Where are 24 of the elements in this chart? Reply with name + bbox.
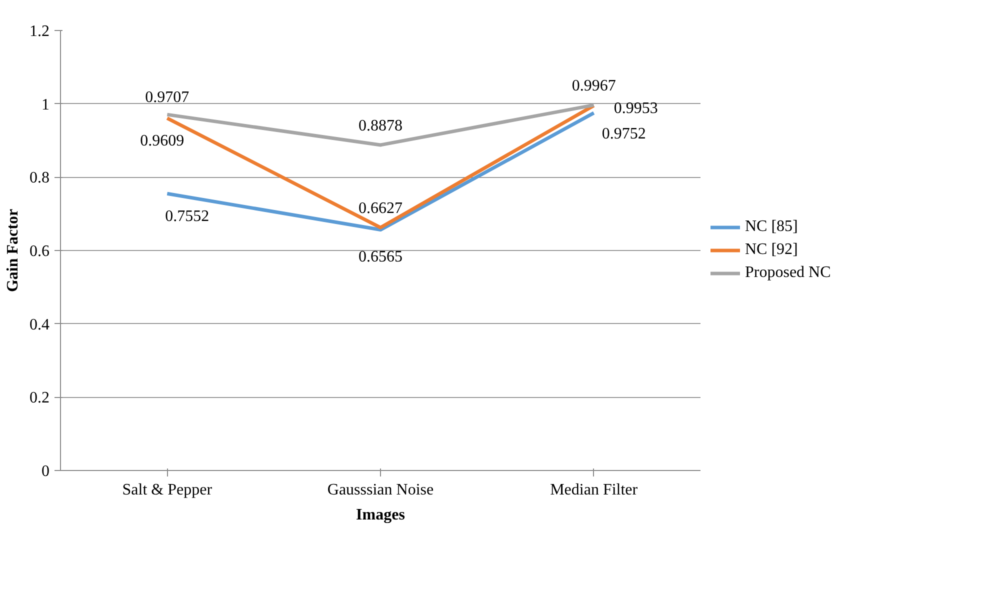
y-tick-label: 0.6 — [30, 243, 50, 260]
data-label: 0.9707 — [145, 89, 190, 106]
data-label: 0.6627 — [358, 200, 402, 218]
x-tick-label: Median Filter — [550, 482, 638, 498]
legend-label: NC [92] — [745, 241, 799, 259]
y-tick-label: 1.2 — [30, 23, 50, 40]
data-label: 0.9967 — [572, 78, 616, 95]
x-tick-label: Gausssian Noise — [327, 482, 434, 498]
y-tick-label: 0 — [42, 463, 50, 480]
y-tick-label: 1 — [42, 96, 50, 114]
data-label: 0.9953 — [614, 100, 658, 118]
data-label: 0.6565 — [358, 248, 402, 266]
data-label: 0.7552 — [165, 208, 210, 226]
y-tick-label: 0.4 — [30, 316, 50, 334]
x-axis-title: Images — [356, 506, 405, 524]
legend-label: NC [85] — [745, 218, 799, 236]
data-label: 0.8878 — [358, 117, 402, 134]
legend-label: Proposed NC — [745, 264, 832, 282]
y-axis-title: Gain Factor — [4, 208, 22, 292]
data-label: 0.9752 — [602, 125, 646, 142]
x-tick-label: Salt & Pepper — [122, 482, 213, 498]
y-tick-label: 0.2 — [30, 390, 50, 407]
data-label: 0.9609 — [140, 132, 184, 150]
y-tick-label: 0.8 — [30, 170, 50, 187]
